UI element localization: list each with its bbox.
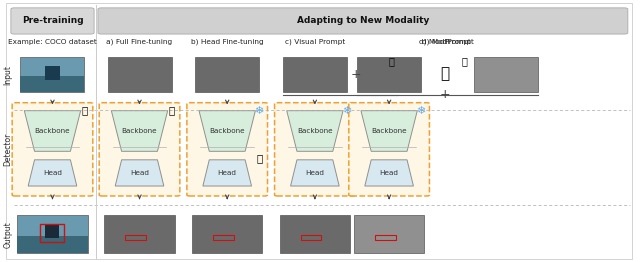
Bar <box>375 235 396 240</box>
Bar <box>104 215 175 254</box>
FancyBboxPatch shape <box>98 8 628 34</box>
Text: Input: Input <box>3 65 12 85</box>
FancyBboxPatch shape <box>12 103 93 196</box>
Text: 🔥: 🔥 <box>81 106 88 116</box>
Text: Example: COCO dataset: Example: COCO dataset <box>8 39 97 45</box>
Polygon shape <box>287 111 343 151</box>
Text: Head: Head <box>305 170 324 176</box>
Text: +: + <box>351 68 361 81</box>
Polygon shape <box>111 111 168 151</box>
Text: 🔥: 🔥 <box>461 56 467 66</box>
Polygon shape <box>24 111 81 151</box>
Bar <box>474 57 538 92</box>
Bar <box>108 57 172 92</box>
FancyBboxPatch shape <box>11 8 94 34</box>
Bar <box>20 57 84 92</box>
Text: 📖: 📖 <box>440 66 449 81</box>
Text: ❄: ❄ <box>417 106 426 116</box>
Bar <box>125 235 146 240</box>
Bar <box>363 62 398 85</box>
FancyBboxPatch shape <box>349 103 429 196</box>
Text: Head: Head <box>43 170 62 176</box>
Text: ❄: ❄ <box>255 106 264 116</box>
Polygon shape <box>365 160 413 186</box>
Polygon shape <box>361 111 417 151</box>
Polygon shape <box>28 160 77 186</box>
FancyBboxPatch shape <box>99 103 180 196</box>
Text: Head: Head <box>380 170 399 176</box>
Text: Backbone: Backbone <box>209 128 245 134</box>
Text: +: + <box>440 88 450 101</box>
Polygon shape <box>115 160 164 186</box>
Text: Output: Output <box>3 221 12 248</box>
Text: Backbone: Backbone <box>122 128 157 134</box>
Bar <box>17 236 88 254</box>
Bar <box>17 215 88 254</box>
Text: b) Head Fine-tuning: b) Head Fine-tuning <box>191 39 264 45</box>
Bar <box>192 215 262 254</box>
Bar <box>301 235 321 240</box>
Bar <box>213 235 234 240</box>
Bar <box>40 224 64 242</box>
Text: Adapting to New Modality: Adapting to New Modality <box>297 17 429 25</box>
Text: Head: Head <box>130 170 149 176</box>
Text: Backbone: Backbone <box>371 128 407 134</box>
Bar <box>357 57 421 92</box>
Text: c) Visual Prompt: c) Visual Prompt <box>285 39 345 45</box>
Text: 🔥: 🔥 <box>168 106 175 116</box>
Bar <box>365 71 385 84</box>
Bar <box>45 225 59 238</box>
Polygon shape <box>203 160 252 186</box>
Bar <box>280 215 350 254</box>
FancyBboxPatch shape <box>187 103 268 196</box>
Text: a) Full Fine-tuning: a) Full Fine-tuning <box>106 39 173 45</box>
Text: Detector: Detector <box>3 133 12 166</box>
Text: Backbone: Backbone <box>297 128 333 134</box>
Bar <box>195 57 259 92</box>
Text: 🔥: 🔥 <box>388 56 395 66</box>
Polygon shape <box>291 160 339 186</box>
Bar <box>20 77 84 92</box>
Text: Head: Head <box>218 170 237 176</box>
Bar <box>45 66 60 80</box>
Text: d) ModPrompt: d) ModPrompt <box>419 39 471 45</box>
Bar <box>283 57 347 92</box>
Text: Backbone: Backbone <box>35 128 70 134</box>
Text: d) ModPrompt: d) ModPrompt <box>422 39 474 45</box>
Text: Pre-training: Pre-training <box>22 17 83 25</box>
Text: 🔥: 🔥 <box>256 154 262 163</box>
Polygon shape <box>199 111 255 151</box>
FancyBboxPatch shape <box>275 103 355 196</box>
Text: ❄: ❄ <box>342 106 351 116</box>
Bar <box>354 215 424 254</box>
